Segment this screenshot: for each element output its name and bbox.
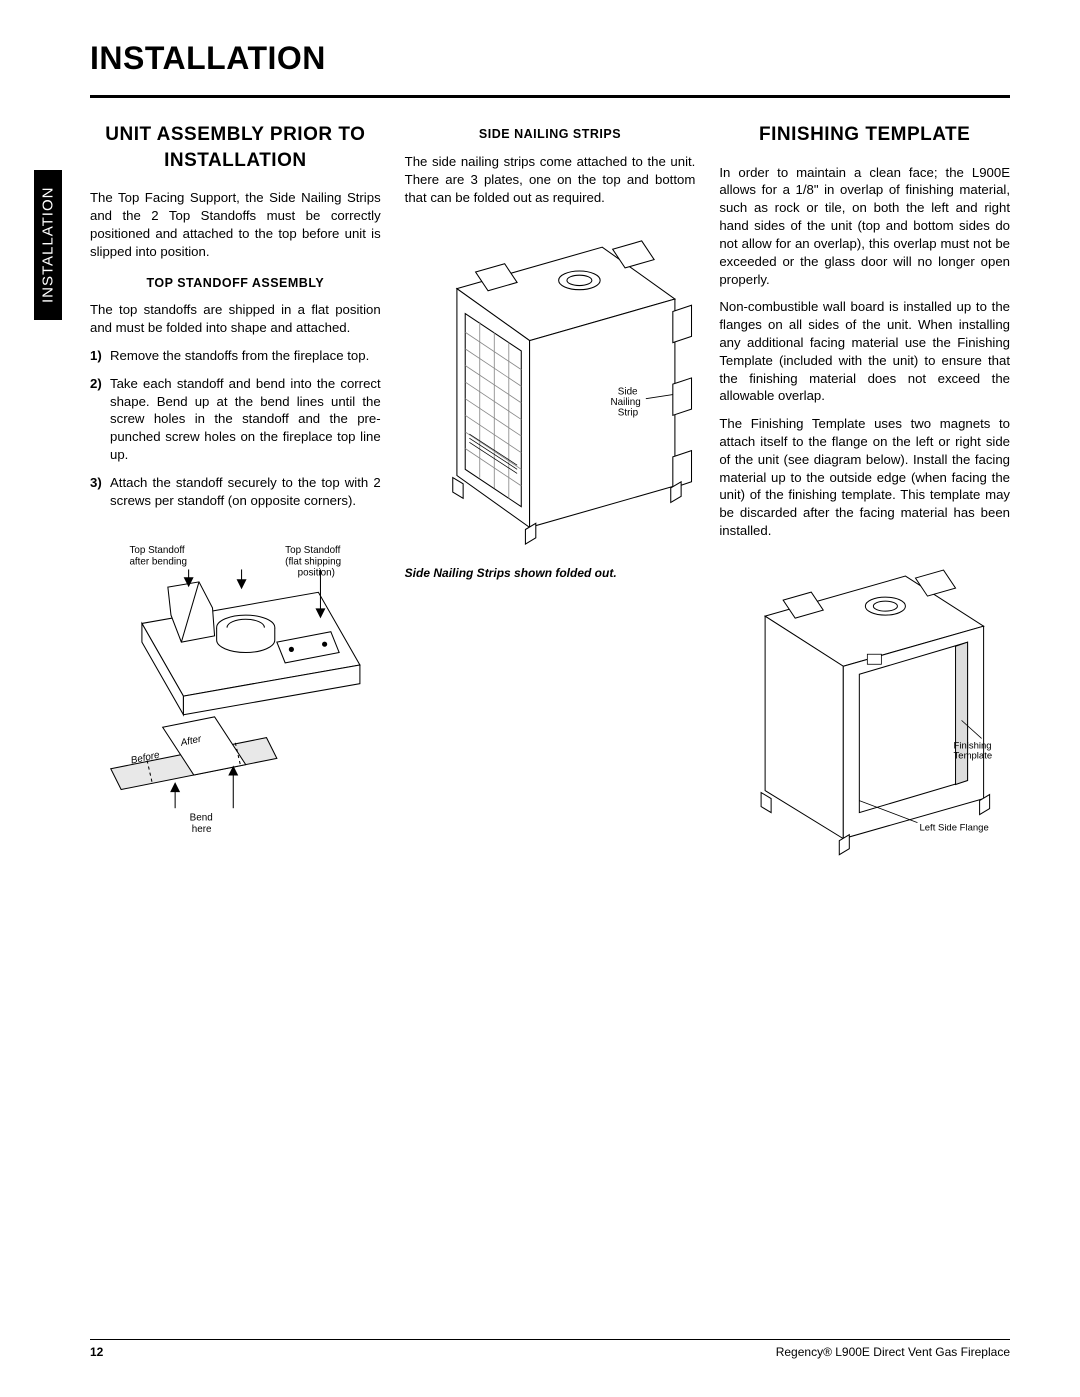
footer: 12 Regency® L900E Direct Vent Gas Firepl… [90, 1339, 1010, 1359]
diag2-label-2: Nailing [610, 397, 640, 408]
col2-p1: The side nailing strips come attached to… [405, 153, 696, 206]
col3-heading: Finishing Template [719, 122, 1010, 148]
diag1-label-bent-2: after bending [129, 556, 187, 567]
column-3: Finishing Template In order to maintain … [719, 122, 1010, 861]
side-tab: INSTALLATION [34, 170, 62, 320]
step-3-text: Attach the standoff securely to the top … [110, 474, 381, 510]
diag2-label-3: Strip [617, 408, 638, 419]
step-2-text: Take each standoff and bend into the cor… [110, 375, 381, 464]
step-2: 2)Take each standoff and bend into the c… [90, 375, 381, 464]
col1-subheading: Top Standoff Assembly [90, 275, 381, 292]
col2-subheading: Side Nailing Strips [405, 126, 696, 143]
diag2-label-1: Side [617, 387, 637, 398]
diag1-label-flat-3: position) [298, 567, 335, 578]
step-1: 1)Remove the standoffs from the fireplac… [90, 347, 381, 365]
finishing-template-diagram: Finishing Template Left Side Flange [719, 550, 1010, 861]
horizontal-rule [90, 95, 1010, 98]
side-nailing-diagram: Side Nailing Strip [405, 216, 696, 559]
column-1: Unit Assembly Prior to Installation The … [90, 122, 381, 861]
diag3-label-g1: Left Side Flange [920, 823, 989, 834]
col1-heading: Unit Assembly Prior to Installation [90, 122, 381, 173]
step-1-text: Remove the standoffs from the fireplace … [110, 347, 369, 365]
page-title: INSTALLATION [90, 40, 1010, 77]
col2-caption: Side Nailing Strips shown folded out. [405, 565, 696, 581]
top-standoff-diagram: Top Standoff after bending Top Standoff … [90, 530, 381, 841]
content-columns: Unit Assembly Prior to Installation The … [90, 122, 1010, 861]
col3-p3: The Finishing Template uses two magnets … [719, 415, 1010, 540]
step-3: 3)Attach the standoff securely to the to… [90, 474, 381, 510]
column-2: Side Nailing Strips The side nailing str… [405, 122, 696, 861]
diag1-label-bend-1: Bend [190, 812, 213, 823]
diag1-label-bend-2: here [192, 824, 212, 835]
steps-list: 1)Remove the standoffs from the fireplac… [90, 347, 381, 510]
col1-intro: The Top Facing Support, the Side Nailing… [90, 189, 381, 260]
product-name: Regency® L900E Direct Vent Gas Fireplace [776, 1345, 1010, 1359]
diag1-label-flat-2: (flat shipping [285, 556, 341, 567]
diag1-label-bent-1: Top Standoff [129, 544, 184, 555]
col1-sub-intro: The top standoffs are shipped in a flat … [90, 301, 381, 337]
page-number: 12 [90, 1345, 103, 1359]
diag3-label-f2: Template [954, 750, 993, 761]
col3-p1: In order to maintain a clean face; the L… [719, 164, 1010, 289]
col3-p2: Non-combustible wall board is installed … [719, 298, 1010, 405]
diag1-label-flat-1: Top Standoff [285, 544, 340, 555]
